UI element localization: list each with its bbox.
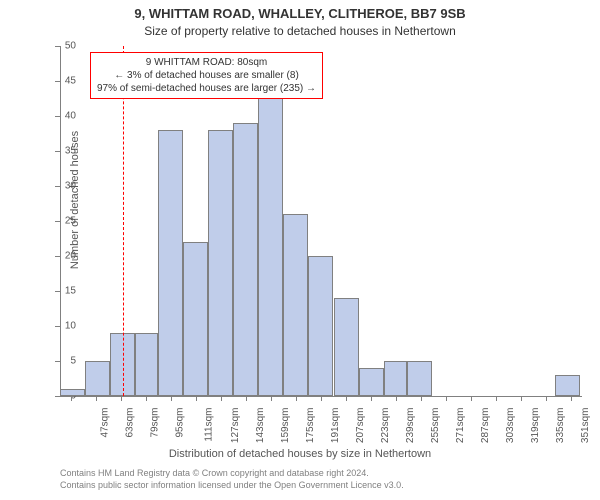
y-tick-label: 10 <box>46 321 76 332</box>
y-tick-label: 45 <box>46 76 76 87</box>
y-tick-label: 25 <box>46 216 76 227</box>
x-tick-label: 47sqm <box>99 408 110 438</box>
x-tick-label: 127sqm <box>230 408 241 444</box>
x-axis-label: Distribution of detached houses by size … <box>0 448 600 460</box>
footer-line-1: Contains HM Land Registry data © Crown c… <box>60 468 404 480</box>
histogram-bar <box>233 123 258 396</box>
histogram-bar <box>208 130 233 396</box>
x-tick-label: 239sqm <box>405 408 416 444</box>
y-tick-label: 5 <box>46 356 76 367</box>
x-tick-label: 223sqm <box>380 408 391 444</box>
x-tick-label: 287sqm <box>480 408 491 444</box>
x-tick-label: 271sqm <box>455 408 466 444</box>
y-tick-label: 40 <box>46 111 76 122</box>
info-line-1: 9 WHITTAM ROAD: 80sqm <box>97 56 316 69</box>
histogram-bar <box>135 333 158 396</box>
histogram-bar <box>334 298 359 396</box>
info-line-3: 97% of semi-detached houses are larger (… <box>97 82 316 95</box>
x-tick-label: 303sqm <box>505 408 516 444</box>
histogram-bar <box>359 368 384 396</box>
x-tick-label: 95sqm <box>174 408 185 438</box>
histogram-bar <box>183 242 208 396</box>
y-tick-label: 50 <box>46 41 76 52</box>
x-tick-label: 255sqm <box>430 408 441 444</box>
y-tick-label: 15 <box>46 286 76 297</box>
x-tick-label: 143sqm <box>255 408 266 444</box>
y-tick-label: 30 <box>46 181 76 192</box>
histogram-bar <box>555 375 580 396</box>
main-title: 9, WHITTAM ROAD, WHALLEY, CLITHEROE, BB7… <box>0 6 600 21</box>
histogram-bar <box>407 361 432 396</box>
footer-line-2: Contains public sector information licen… <box>60 480 404 492</box>
chart-container: 9, WHITTAM ROAD, WHALLEY, CLITHEROE, BB7… <box>0 0 600 500</box>
x-tick-label: 351sqm <box>580 408 591 444</box>
y-tick-label: 35 <box>46 146 76 157</box>
x-tick-label: 335sqm <box>555 408 566 444</box>
info-line-2: ← 3% of detached houses are smaller (8) <box>97 69 316 82</box>
histogram-bar <box>384 361 407 396</box>
histogram-bar <box>85 361 110 396</box>
x-tick-label: 111sqm <box>204 408 215 442</box>
histogram-bar <box>283 214 308 396</box>
histogram-bar <box>158 130 183 396</box>
x-tick-label: 159sqm <box>280 408 291 444</box>
histogram-bar <box>60 389 85 396</box>
info-box: 9 WHITTAM ROAD: 80sqm ← 3% of detached h… <box>90 52 323 99</box>
x-tick-label: 79sqm <box>149 408 160 438</box>
x-tick-label: 207sqm <box>355 408 366 444</box>
subtitle: Size of property relative to detached ho… <box>0 24 600 38</box>
histogram-bar <box>258 88 283 396</box>
y-tick-label: 20 <box>46 251 76 262</box>
footer-attribution: Contains HM Land Registry data © Crown c… <box>60 468 404 491</box>
x-tick-label: 191sqm <box>330 408 341 444</box>
x-tick-label: 63sqm <box>124 408 135 438</box>
x-tick-label: 175sqm <box>305 408 316 444</box>
x-tick-label: 319sqm <box>530 408 541 444</box>
histogram-bar <box>308 256 333 396</box>
